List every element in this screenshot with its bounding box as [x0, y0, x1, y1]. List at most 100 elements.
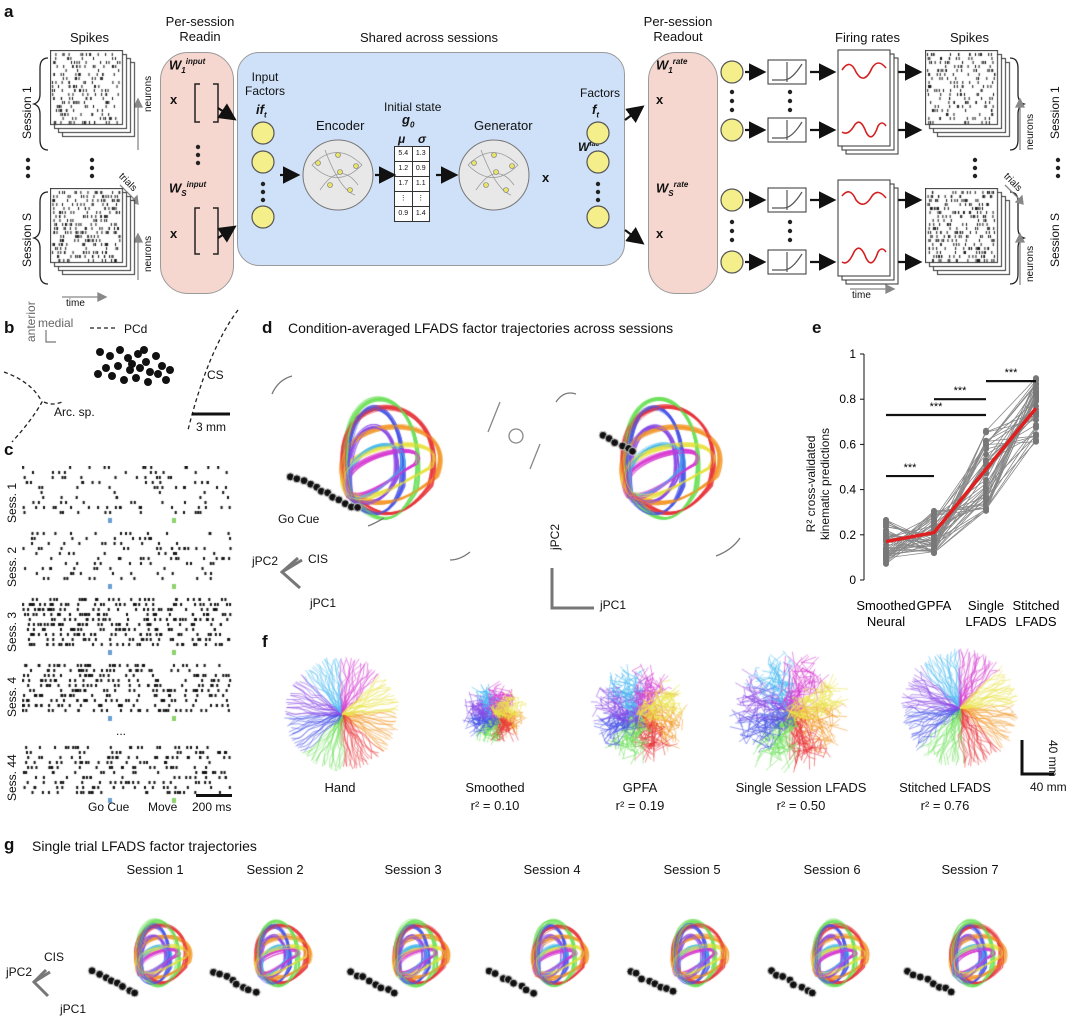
e-point: [931, 507, 937, 514]
jpc2-label-d-right: jPC2: [548, 523, 562, 550]
e-point: [1033, 411, 1039, 418]
f-r2-gpfa: r² = 0.19: [615, 798, 665, 813]
electrode-dot: [142, 358, 150, 366]
state-cell: ⋮: [417, 195, 425, 202]
e-point: [1033, 438, 1039, 445]
e-point: [883, 518, 889, 525]
e-point: [983, 495, 989, 502]
e-y-tick-label: 0.6: [839, 437, 856, 451]
panel-b-map: [3, 309, 239, 443]
g-cis: CIS: [44, 950, 65, 964]
e-point: [931, 535, 937, 542]
electrode-dot: [134, 350, 142, 358]
e-mean-line: [885, 407, 1038, 544]
e-point: [883, 529, 889, 536]
e-point: [931, 549, 937, 556]
e-x-label: Single: [968, 598, 1004, 613]
readin-title: Per-session Readin: [165, 14, 235, 44]
f-scale-v: 40 mm: [1046, 740, 1060, 777]
state-cell: 1.3: [415, 150, 426, 157]
e-point: [1033, 385, 1039, 392]
panel-e-label: e: [812, 318, 822, 337]
factors-label: Factors: [579, 86, 620, 100]
g-session-1: Session 1: [126, 862, 184, 877]
f-symbol: ft: [592, 102, 600, 120]
w-fac-label: Wfac: [578, 140, 600, 154]
e-point: [1033, 391, 1039, 398]
electrode-dot: [166, 366, 174, 374]
electrode-dot: [94, 370, 102, 378]
raster-stack-session-1: [50, 50, 140, 155]
state-cell: 1.7: [395, 177, 413, 191]
state-row: 1.7 1.1: [394, 177, 430, 192]
generator-label: Generator: [474, 118, 533, 133]
e-y-tick-label: 0.8: [839, 392, 856, 406]
w-input-1: W1input: [169, 57, 206, 75]
electrode-dot: [158, 362, 166, 370]
w-input-s: WSinput: [169, 180, 207, 198]
medial-label: medial: [38, 316, 74, 330]
state-row: ⋮ ⋮: [394, 192, 430, 207]
f-label-hand: Hand: [324, 780, 356, 795]
e-x-label: LFADS: [1015, 614, 1057, 629]
raster-stack-output-1: [925, 50, 1015, 155]
electrode-dot: [146, 368, 154, 376]
e-x-label: Stitched: [1013, 598, 1060, 613]
g-session-3: Session 3: [384, 862, 442, 877]
spikes-right-title: Spikes: [950, 30, 990, 45]
jpc1-label-d-right: jPC1: [600, 598, 627, 612]
g0-symbol: g0: [402, 112, 415, 130]
e-point: [931, 543, 937, 550]
electrode-dot: [114, 362, 122, 370]
panel-d-label: d: [262, 318, 273, 337]
state-row: 5.4 1.3: [394, 146, 430, 162]
electrode-dot: [102, 364, 110, 372]
time-label-right: time: [852, 290, 871, 301]
times-sign-3: x: [656, 92, 664, 107]
e-sig-label: ***: [954, 385, 968, 397]
panel-a-label: a: [4, 2, 14, 21]
scale-bar-c: [196, 794, 232, 797]
f-scale-bar: [1020, 740, 1054, 776]
readout-title: Per-session Readout: [643, 14, 713, 44]
e-point: [883, 546, 889, 553]
state-cell: 0.9: [415, 165, 426, 172]
e-point: [983, 476, 989, 483]
w-rate-1: W1rate: [656, 57, 688, 75]
electrode-dot: [106, 352, 114, 360]
f-r2-smoothed: r² = 0.10: [470, 798, 520, 813]
g-session-2: Session 2: [246, 862, 304, 877]
e-sig-label: ***: [1005, 367, 1019, 379]
electrode-dot: [140, 346, 148, 354]
initial-state-table: 5.4 1.3 1.2 0.9 1.7 1.1 ⋮ ⋮ 0.9 1.4: [394, 146, 430, 222]
time-label-left: time: [66, 298, 85, 309]
panel-e-chart: 0 0.2 0.4 0.6 0.8 1 *** *** *** *** Smoothed Neural…: [800, 330, 1070, 635]
e-session-line: [885, 394, 1037, 548]
electrode-dot: [124, 354, 132, 362]
e-session-line: [885, 388, 1037, 558]
e-session-line: [885, 396, 1037, 554]
traj-right: [550, 344, 770, 589]
g-jpc1: jPC1: [60, 1002, 87, 1016]
panel-g-label: g: [4, 835, 15, 854]
electrode-dot: [116, 346, 124, 354]
e-point: [931, 516, 937, 523]
e-x-label: Neural: [867, 614, 905, 629]
e-y-tick-label: 1: [849, 347, 856, 361]
panel-g-trajectories: [80, 880, 1070, 1035]
state-cell: 1.4: [415, 210, 426, 217]
firing-rates-title: Firing rates: [835, 30, 901, 45]
panel-d-axes: [271, 375, 741, 610]
g-jpc2: jPC2: [6, 965, 33, 979]
e-point: [983, 486, 989, 493]
e-y-tick-label: 0.2: [839, 528, 856, 542]
panel-c-label: c: [4, 440, 14, 459]
input-factors-label: Input Factors: [244, 70, 285, 98]
e-x-label: GPFA: [917, 598, 952, 613]
f-r2-stitched: r² = 0.76: [920, 798, 970, 813]
panel-a-nodes: [217, 49, 923, 285]
state-cell: ⋮: [395, 192, 413, 206]
f-label-stitched: Stitched LFADS: [899, 780, 991, 795]
e-x-label: LFADS: [965, 614, 1007, 629]
sess-ellipsis: ...: [116, 724, 127, 738]
